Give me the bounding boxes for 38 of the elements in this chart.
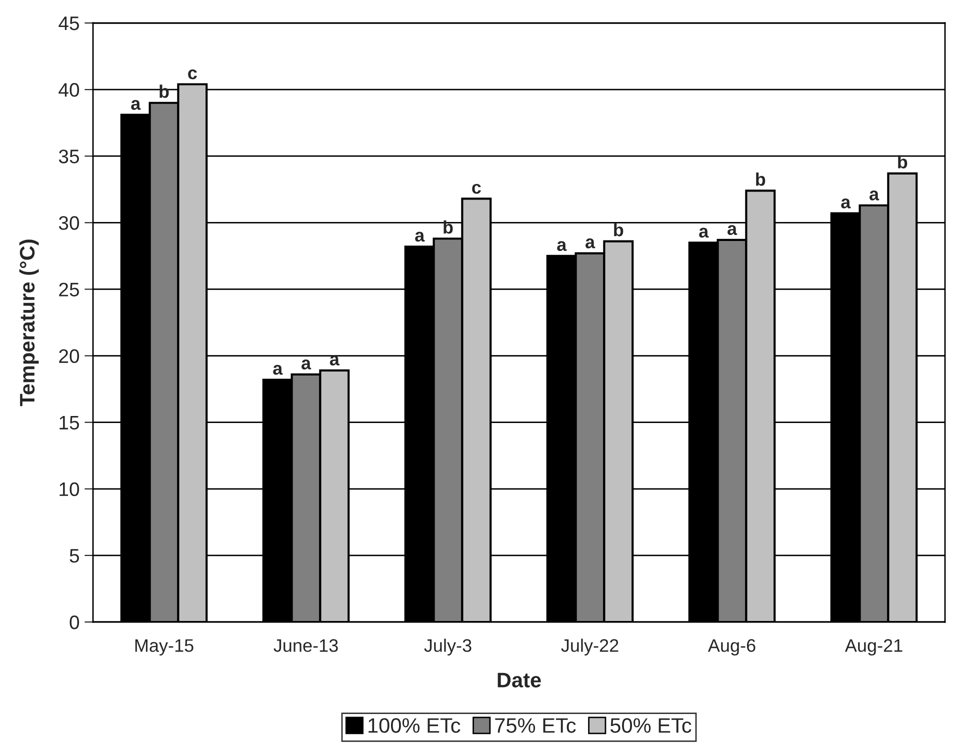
y-tick-label: 0	[70, 615, 80, 630]
y-tick-label: 20	[59, 349, 80, 364]
data-label: a	[841, 198, 851, 208]
data-label: a	[302, 360, 312, 370]
x-tick-label: May-15	[135, 639, 194, 656]
data-label: b	[614, 223, 624, 236]
x-tick-label: Aug-6	[708, 639, 756, 656]
data-label: a	[131, 100, 141, 110]
x-tick-label: July-3	[424, 638, 472, 656]
data-label: a	[330, 356, 340, 366]
data-label: c	[188, 69, 197, 80]
data-label: a	[415, 232, 425, 242]
y-axis-title: Temperature (°C)	[19, 240, 39, 406]
data-label: a	[586, 238, 596, 248]
x-tick-label: Aug-21	[844, 639, 902, 656]
x-axis-title: Date	[498, 672, 541, 688]
data-label: b	[756, 172, 766, 186]
x-tick-label: June-13	[274, 639, 338, 652]
data-label: a	[699, 228, 709, 238]
legend-label: 100% ETc	[368, 718, 460, 733]
y-tick-label: 45	[58, 16, 79, 30]
y-tick-label: 5	[70, 549, 79, 563]
data-label: b	[898, 155, 908, 168]
x-tick-label: July-22	[561, 638, 618, 656]
data-label: b	[444, 220, 453, 234]
y-tick-label: 40	[58, 83, 80, 97]
y-tick-label: 25	[59, 282, 79, 296]
y-tick-label: 15	[60, 416, 79, 430]
data-label: a	[273, 364, 283, 375]
data-label: a	[728, 225, 738, 236]
data-label: a	[870, 190, 880, 200]
data-label: c	[472, 184, 481, 194]
y-tick-label: 10	[60, 482, 80, 496]
data-label: a	[557, 241, 567, 251]
y-tick-label: 35	[58, 150, 79, 164]
legend-label: 75% ETc	[495, 718, 576, 733]
legend-label: 50% ETc	[610, 718, 692, 733]
y-tick-label: 30	[58, 216, 80, 230]
